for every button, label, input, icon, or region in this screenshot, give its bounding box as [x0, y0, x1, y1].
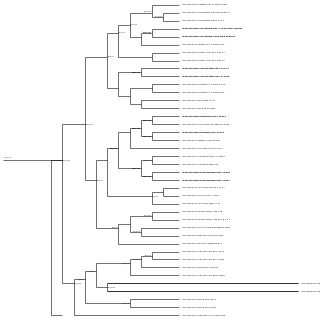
Text: Steccherinum fragile Roz 32476: Steccherinum fragile Roz 32476: [182, 307, 216, 308]
Text: 100/1.00: 100/1.00: [122, 263, 130, 264]
Text: Steccherinum subcheilosum Roz 17613: Steccherinum subcheilosum Roz 17613: [182, 251, 224, 252]
Text: Steccherinum murphyi ART TB 1 846 13: Steccherinum murphyi ART TB 1 846 13: [182, 60, 225, 61]
Text: Steccherinum perglaum Roz 13038: Steccherinum perglaum Roz 13038: [182, 140, 220, 141]
Text: Steccherinum cumulatum CL Place 1846: Steccherinum cumulatum CL Place 1846: [182, 315, 226, 316]
Text: 100/1.00: 100/1.00: [143, 119, 152, 121]
Text: 100/1.00: 100/1.00: [110, 147, 118, 149]
Text: Steccherinum plumosum CL Place 1806: Steccherinum plumosum CL Place 1806: [182, 92, 225, 93]
Text: Steccherinum fragile Roz 14971: Steccherinum fragile Roz 14971: [182, 299, 216, 300]
Text: 86/1.00: 86/1.00: [89, 271, 96, 272]
Text: Steccherinum laeve PP HHH8gy: Steccherinum laeve PP HHH8gy: [182, 108, 216, 109]
Text: Steccherinum ochraceum ESL 1 1965 type species: Steccherinum ochraceum ESL 1 1965 type s…: [182, 28, 243, 29]
Text: 83/1.00: 83/1.00: [112, 227, 118, 228]
Text: 100/1.00: 100/1.00: [144, 159, 152, 161]
Text: Steccherinum brunneum CFB 933: Steccherinum brunneum CFB 933: [182, 267, 219, 268]
Text: Steccherinum ochraceum 1965 type species: Steccherinum ochraceum 1965 type species: [182, 36, 236, 37]
Text: Steccherinum oreocreatum Roz 177360: Steccherinum oreocreatum Roz 177360: [182, 76, 230, 77]
Text: 83/1.00: 83/1.00: [108, 56, 115, 57]
Text: Steccherinum crenulatum Spirin 3071: Steccherinum crenulatum Spirin 3071: [182, 148, 223, 149]
Text: Steccherinum dissitum Roz Nikolajevas 1994: Steccherinum dissitum Roz Nikolajevas 19…: [182, 227, 230, 228]
Text: Steccherinum plumosum CL Place 3 121: Steccherinum plumosum CL Place 3 121: [182, 84, 225, 85]
Text: 47/1.00: 47/1.00: [152, 195, 159, 196]
Text: 100/1.00: 100/1.00: [132, 167, 141, 169]
Text: 100/1.00: 100/1.00: [143, 175, 152, 177]
Text: 100/1.00: 100/1.00: [132, 127, 141, 129]
Text: 100/1.00: 100/1.00: [133, 231, 141, 232]
Text: Steccherinum pseudocheilo Eults 1994: Steccherinum pseudocheilo Eults 1994: [182, 235, 224, 236]
Text: 100/1.00: 100/1.00: [133, 259, 141, 260]
Text: 100/1.00: 100/1.00: [143, 32, 152, 33]
Text: Steccherinum subcheilosum RNK 14588: Steccherinum subcheilosum RNK 14588: [182, 275, 225, 276]
Text: Steccherinum oreocreatum Roz 176 71: Steccherinum oreocreatum Roz 176 71: [182, 68, 229, 69]
Text: Steccherinum rawakense 84088: Steccherinum rawakense 84088: [301, 283, 320, 284]
Text: Steccherinum polyporiformis ART 148: Steccherinum polyporiformis ART 148: [182, 211, 223, 212]
Text: 100/1.00: 100/1.00: [108, 287, 116, 288]
Text: Steccherinum stenoporum Nikolajeva 8001 7: Steccherinum stenoporum Nikolajeva 8001 …: [182, 12, 230, 13]
Text: Steccherinum bourdotii Niemelfa 836: Steccherinum bourdotii Niemelfa 836: [182, 243, 222, 244]
Text: 87/1.00: 87/1.00: [78, 279, 85, 280]
Text: Steccherinum subcrinale RNK 4 1 19897: Steccherinum subcrinale RNK 4 1 19897: [182, 156, 225, 157]
Text: Steccherinum rhizoctonia Roz 17463: Steccherinum rhizoctonia Roz 17463: [182, 116, 227, 117]
Text: 100/1.00: 100/1.00: [144, 10, 152, 12]
Text: Steccherinum polyporiformis ART W 1 8 9 1 1: Steccherinum polyporiformis ART W 1 8 9 …: [182, 219, 231, 220]
Text: Steccherinum stenoporum Spirin 13 14: Steccherinum stenoporum Spirin 13 14: [182, 20, 224, 21]
Text: 100/1.00: 100/1.00: [132, 72, 141, 73]
Text: 100/1.00: 100/1.00: [74, 283, 82, 284]
Text: Steccherinum murphyi ART TB 1 646 14: Steccherinum murphyi ART TB 1 646 14: [182, 52, 225, 53]
Text: Steccherinum murashkinskyi Roz 12448: Steccherinum murashkinskyi Roz 12448: [182, 171, 230, 172]
Text: Steccherinum subcrinale NRK 194: Steccherinum subcrinale NRK 194: [182, 163, 219, 164]
Text: 82/1.00: 82/1.00: [145, 255, 152, 256]
Text: 83/1.00: 83/1.00: [97, 179, 103, 181]
Text: Steccherinum ciliolum RNK 1 1785: Steccherinum ciliolum RNK 1 1785: [182, 195, 220, 196]
Text: 91/1.00: 91/1.00: [119, 32, 126, 33]
Text: 100/1.00: 100/1.00: [130, 24, 138, 26]
Text: Steccherinum rhizoctonia Nikolajevas 40084: Steccherinum rhizoctonia Nikolajevas 400…: [182, 124, 230, 125]
Text: 100/1.00: 100/1.00: [122, 302, 130, 304]
Text: Steccherinum fimbratum CL Place 4213: Steccherinum fimbratum CL Place 4213: [182, 44, 225, 45]
Text: 100/1.00: 100/1.00: [63, 159, 71, 161]
Text: 100/1.00: 100/1.00: [155, 16, 163, 18]
Text: Steccherinum robrignosum CL Place 4660: Steccherinum robrignosum CL Place 4660: [182, 4, 227, 5]
Text: Steccherinum subcheilosum Roz 17646: Steccherinum subcheilosum Roz 17646: [182, 259, 224, 260]
Text: 100/1.00: 100/1.00: [143, 135, 152, 137]
Text: 100/1.00: 100/1.00: [4, 156, 12, 157]
Text: 100/1.00: 100/1.00: [85, 124, 93, 125]
Text: Steccherinum laeve RNK 17 19: Steccherinum laeve RNK 17 19: [182, 100, 215, 101]
Text: Steccherinum sericellum MQ TB 1 17 11: Steccherinum sericellum MQ TB 1 17 11: [182, 187, 225, 188]
Text: Steccherinum sericellum NRK 17 11: Steccherinum sericellum NRK 17 11: [182, 203, 221, 204]
Text: 100/1.00: 100/1.00: [144, 215, 152, 216]
Text: Steccherinum murashkinskyi Roz 12447: Steccherinum murashkinskyi Roz 12447: [182, 179, 230, 180]
Text: Steccherinum rawakense 982 46: Steccherinum rawakense 982 46: [301, 291, 320, 292]
Text: Steccherinum perglaum Roz 12914: Steccherinum perglaum Roz 12914: [182, 132, 224, 133]
